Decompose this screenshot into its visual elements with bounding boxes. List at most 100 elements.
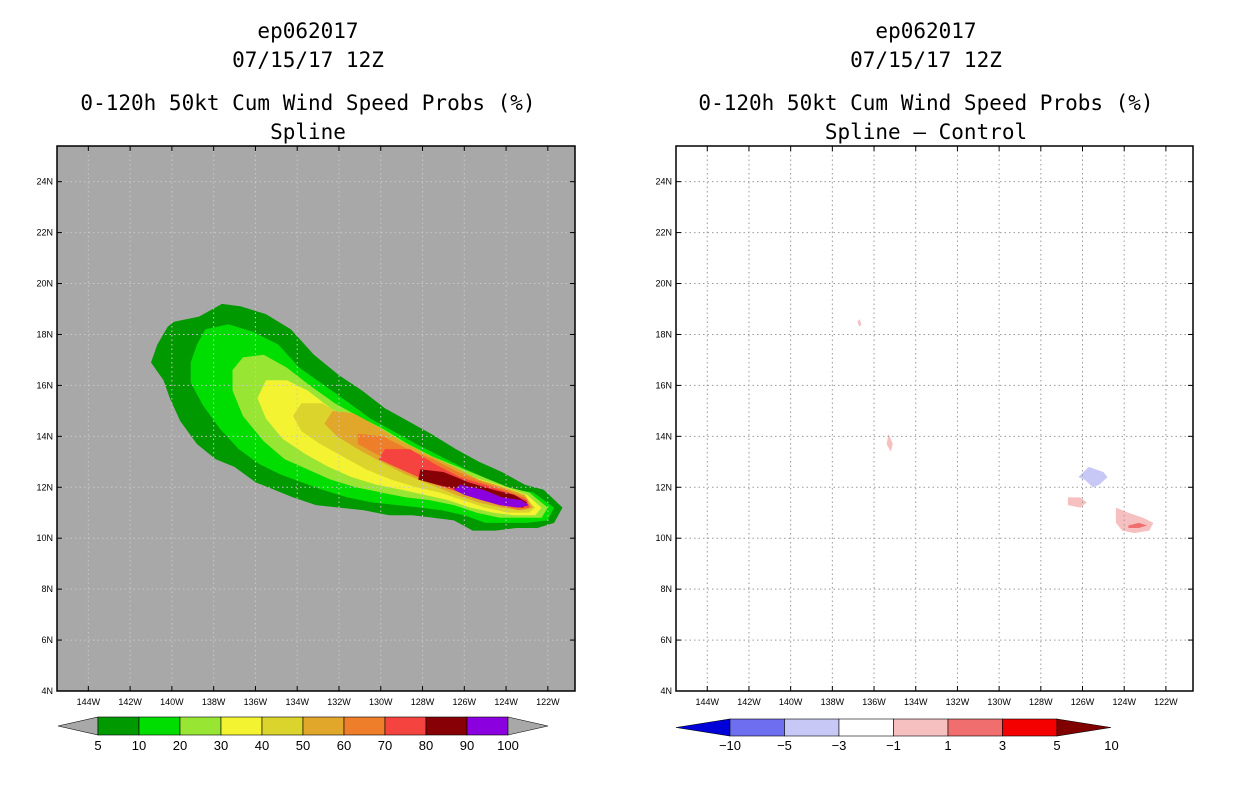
left-product: 0-120h 50kt Cum Wind Speed Probs (%) xyxy=(80,91,536,115)
y-tick-label-16N: 16N xyxy=(36,380,53,390)
legend-cell-2 xyxy=(179,716,222,736)
left-storm-id: ep062017 xyxy=(257,19,359,43)
y-tick-label-22N: 22N xyxy=(655,228,672,238)
x-tick-label-140W: 140W xyxy=(779,697,803,707)
x-tick-label-138W: 138W xyxy=(202,697,226,707)
legend-label-1: 1 xyxy=(944,738,951,753)
contour-1-4 xyxy=(1115,507,1154,534)
contour-3-5 xyxy=(1128,522,1148,528)
legend-under-triangle xyxy=(57,716,99,736)
legend-cell-2 xyxy=(838,718,894,737)
left-datetime: 07/15/17 12Z xyxy=(232,48,384,72)
legend-cell-4 xyxy=(947,718,1003,737)
legend-label-neg5: −5 xyxy=(777,738,792,753)
grid-layer xyxy=(57,146,575,692)
legend-label-30: 30 xyxy=(214,738,228,753)
x-tick-label-132W: 132W xyxy=(327,697,351,707)
legend-label-neg1: −1 xyxy=(886,738,901,753)
y-tick-label-6N: 6N xyxy=(660,635,672,645)
legend-label-80: 80 xyxy=(419,738,433,753)
legend-label-60: 60 xyxy=(337,738,351,753)
y-tick-label-8N: 8N xyxy=(41,584,53,594)
y-tick-label-24N: 24N xyxy=(36,177,53,187)
x-tick-label-122W: 122W xyxy=(536,697,560,707)
contour-1-3 xyxy=(1067,497,1087,508)
legend-over-triangle xyxy=(1056,718,1112,737)
legend-label-20: 20 xyxy=(173,738,187,753)
contour-layer xyxy=(857,319,1154,534)
y-tick-label-22N: 22N xyxy=(36,228,53,238)
y-tick-label-6N: 6N xyxy=(41,635,53,645)
x-tick-label-126W: 126W xyxy=(453,697,477,707)
y-tick-label-12N: 12N xyxy=(36,482,53,492)
legend-label-3: 3 xyxy=(999,738,1006,753)
legend-cell-0 xyxy=(97,716,140,736)
x-tick-label-136W: 136W xyxy=(862,697,886,707)
legend-label-5: 5 xyxy=(94,738,101,753)
y-tick-label-4N: 4N xyxy=(660,686,672,696)
y-tick-label-4N: 4N xyxy=(41,686,53,696)
contour-90-9 xyxy=(453,484,529,508)
legend-label-100: 100 xyxy=(497,738,519,753)
legend-cell-3 xyxy=(220,716,263,736)
left-product-title: 0-120h 50kt Cum Wind Speed Probs (%) Spl… xyxy=(48,89,568,147)
x-tick-label-130W: 130W xyxy=(369,697,393,707)
legend-label-5: 5 xyxy=(1053,738,1060,753)
x-tick-label-138W: 138W xyxy=(821,697,845,707)
contour-1-0 xyxy=(857,319,862,327)
x-tick-label-132W: 132W xyxy=(946,697,970,707)
left-title: ep062017 07/15/17 12Z xyxy=(48,17,568,75)
legend-cell-4 xyxy=(261,716,304,736)
y-tick-label-14N: 14N xyxy=(655,431,672,441)
right-map: 144W 142W 140W 138W 136W 134W 132W 130W 128W 126W… xyxy=(655,145,1194,707)
y-tick-label-10N: 10N xyxy=(655,533,672,543)
y-tick-label-20N: 20N xyxy=(36,279,53,289)
legend-label-neg10: −10 xyxy=(719,738,741,753)
legend-cell-7 xyxy=(384,716,427,736)
x-tick-label-134W: 134W xyxy=(904,697,928,707)
x-tick-label-124W: 124W xyxy=(1112,697,1136,707)
right-storm-id: ep062017 xyxy=(875,19,977,43)
right-title: ep062017 07/15/17 12Z xyxy=(666,17,1186,75)
y-tick-label-16N: 16N xyxy=(655,380,672,390)
legend-cell-6 xyxy=(343,716,386,736)
legend-cell-8 xyxy=(425,716,468,736)
legend-over-triangle xyxy=(507,716,549,736)
map-frame xyxy=(56,145,576,692)
legend-under-triangle xyxy=(675,718,731,737)
x-tick-label-122W: 122W xyxy=(1154,697,1178,707)
map-frame xyxy=(675,145,1194,692)
y-tick-label-18N: 18N xyxy=(655,329,672,339)
contour-1-1 xyxy=(886,433,893,452)
legend-cell-5 xyxy=(302,716,345,736)
legend-cell-5 xyxy=(1002,718,1058,737)
legend-cell-1 xyxy=(138,716,181,736)
x-tick-label-124W: 124W xyxy=(494,697,518,707)
y-tick-label-20N: 20N xyxy=(655,279,672,289)
right-datetime: 07/15/17 12Z xyxy=(850,48,1002,72)
x-tick-label-128W: 128W xyxy=(411,697,435,707)
legend-label-40: 40 xyxy=(255,738,269,753)
x-tick-label-144W: 144W xyxy=(696,697,720,707)
map-background xyxy=(676,146,1193,691)
legend-label-90: 90 xyxy=(460,738,474,753)
x-tick-label-144W: 144W xyxy=(77,697,101,707)
x-tick-label-142W: 142W xyxy=(737,697,761,707)
left-subtitle: Spline xyxy=(270,120,346,144)
y-tick-label-14N: 14N xyxy=(36,431,53,441)
y-tick-label-24N: 24N xyxy=(655,177,672,187)
y-tick-label-10N: 10N xyxy=(36,533,53,543)
legend-cell-1 xyxy=(784,718,840,737)
right-product-title: 0-120h 50kt Cum Wind Speed Probs (%) Spl… xyxy=(666,89,1186,147)
x-tick-label-142W: 142W xyxy=(118,697,142,707)
right-subtitle: Spline – Control xyxy=(824,120,1028,144)
legend-cell-0 xyxy=(729,718,785,737)
legend-cell-9 xyxy=(466,716,509,736)
legend-label-50: 50 xyxy=(296,738,310,753)
x-tick-label-136W: 136W xyxy=(244,697,268,707)
x-tick-label-126W: 126W xyxy=(1071,697,1095,707)
y-tick-label-18N: 18N xyxy=(36,329,53,339)
legend-label-10: 10 xyxy=(1104,738,1118,753)
x-tick-label-140W: 140W xyxy=(160,697,184,707)
legend-label-neg3: −3 xyxy=(832,738,847,753)
